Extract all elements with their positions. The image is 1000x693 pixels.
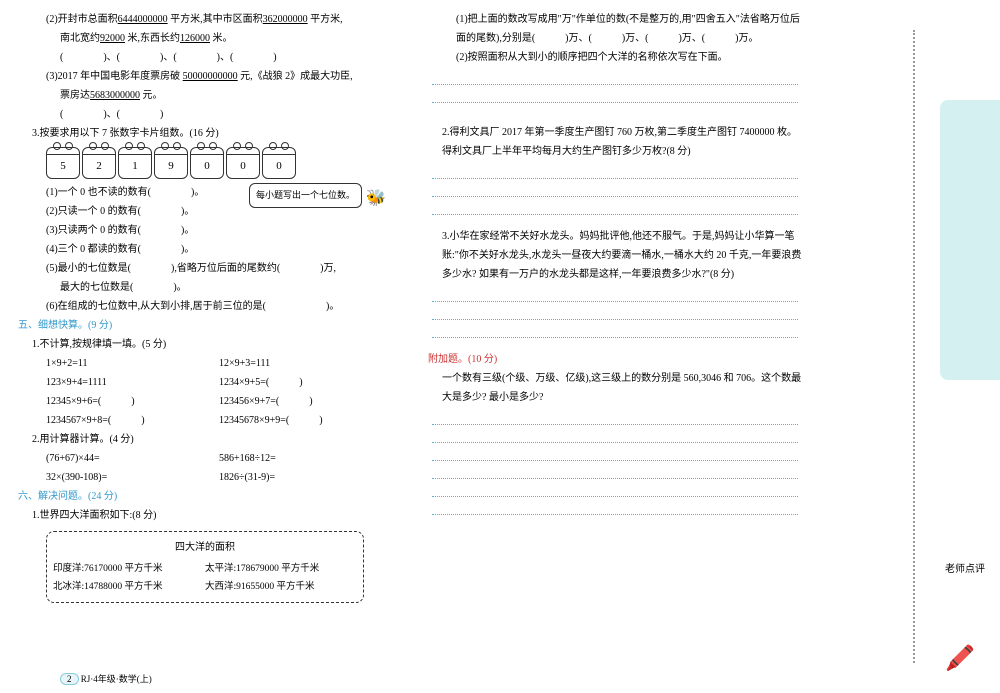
c2-p3: 3.小华在家经常不关好水龙头。妈妈批评他,他还不服气。于是,妈妈让小华算一笔账:… [428,227,802,284]
calc1: 1×9+2=1112×9+3=111 [18,354,392,373]
section-5: 五、细想快算。(9 分) [18,316,392,335]
c2-q2: (2)按照面积从大到小的顺序把四个大洋的名称依次写在下面。 [428,48,802,67]
ans-line [432,179,798,197]
problem-3: 3.按要求用以下 7 张数字卡片组数。(16 分) [18,124,392,143]
ans-line [432,407,798,425]
sidebar-panel [940,100,1000,380]
ans-line [432,85,798,103]
sub6: (6)在组成的七位数中,从大到小排,居于前三位的是( )。 [18,297,392,316]
calc2: 123×9+4=11111234×9+5=( ) [18,373,392,392]
p5-2: 2.用计算器计算。(4 分) [18,430,392,449]
sub4: (4)三个 0 都读的数有( )。 [18,240,392,259]
ans-line [432,497,798,515]
sub5: (5)最小的七位数是( ),省略万位后面的尾数约( )万, [18,259,392,278]
ans-line [432,284,798,302]
ans-line [432,443,798,461]
c2-q1: (1)把上面的数改写成用"万"作单位的数(不是整万的,用"四舍五入"法省略万位后… [428,10,802,48]
mascot-icon: 🖍️ [945,644,975,673]
calc3: 12345×9+6=( )123456×9+7=( ) [18,392,392,411]
q3-line2: 票房达5683000000 元。 [18,86,392,105]
ans-line [432,479,798,497]
q2-line1: (2)开封市总面积6444000000 平方米,其中市区面积362000000 … [18,10,392,29]
ans-line [432,425,798,443]
section-6: 六、解决问题。(24 分) [18,487,392,506]
table-title: 四大洋的面积 [53,538,357,557]
q3-blank: ( )、( ) [18,105,392,124]
teacher-comment-label: 老师点评 [945,560,985,575]
sub5b: 最大的七位数是( )。 [18,278,392,297]
ans-line [432,302,798,320]
sidebar: 老师点评 [920,0,1000,693]
q2-line2: 南北宽约92000 米,东西长约126000 米。 [18,29,392,48]
ans-line [432,161,798,179]
ans-line [432,67,798,85]
ocean-table: 四大洋的面积 印度洋:76170000 平方千米太平洋:178679000 平方… [46,531,364,603]
ans-line [432,197,798,215]
bee-note: 每小题写出一个七位数。 [249,183,362,208]
sub3: (3)只读两个 0 的数有( )。 [18,221,392,240]
ans-line [432,320,798,338]
bonus-text: 一个数有三级(个级、万级、亿级),这三级上的数分别是 560,3046 和 70… [428,369,802,407]
calc5: (76+67)×44=586+168÷12= [18,449,392,468]
p5-1: 1.不计算,按规律填一填。(5 分) [18,335,392,354]
calc6: 32×(390-108)=1826÷(31-9)= [18,468,392,487]
fold-line [913,30,915,663]
q3-line1: (3)2017 年中国电影年度票房破 50000000000 元,《战狼 2》成… [18,67,392,86]
digit-cards: 5 2 1 9 0 0 0 [18,147,392,179]
q2-blank: ( )、( )、( )、( ) [18,48,392,67]
p6-1: 1.世界四大洋面积如下:(8 分) [18,506,392,525]
c2-p2: 2.得利文具厂 2017 年第一季度生产图钉 760 万枚,第二季度生产图钉 7… [428,123,802,161]
bonus-heading: 附加题。(10 分) [428,350,802,369]
calc4: 1234567×9+8=( )12345678×9+9=( ) [18,411,392,430]
ans-line [432,461,798,479]
page-footer: 2 RJ·4年级·数学(上) [60,672,152,685]
